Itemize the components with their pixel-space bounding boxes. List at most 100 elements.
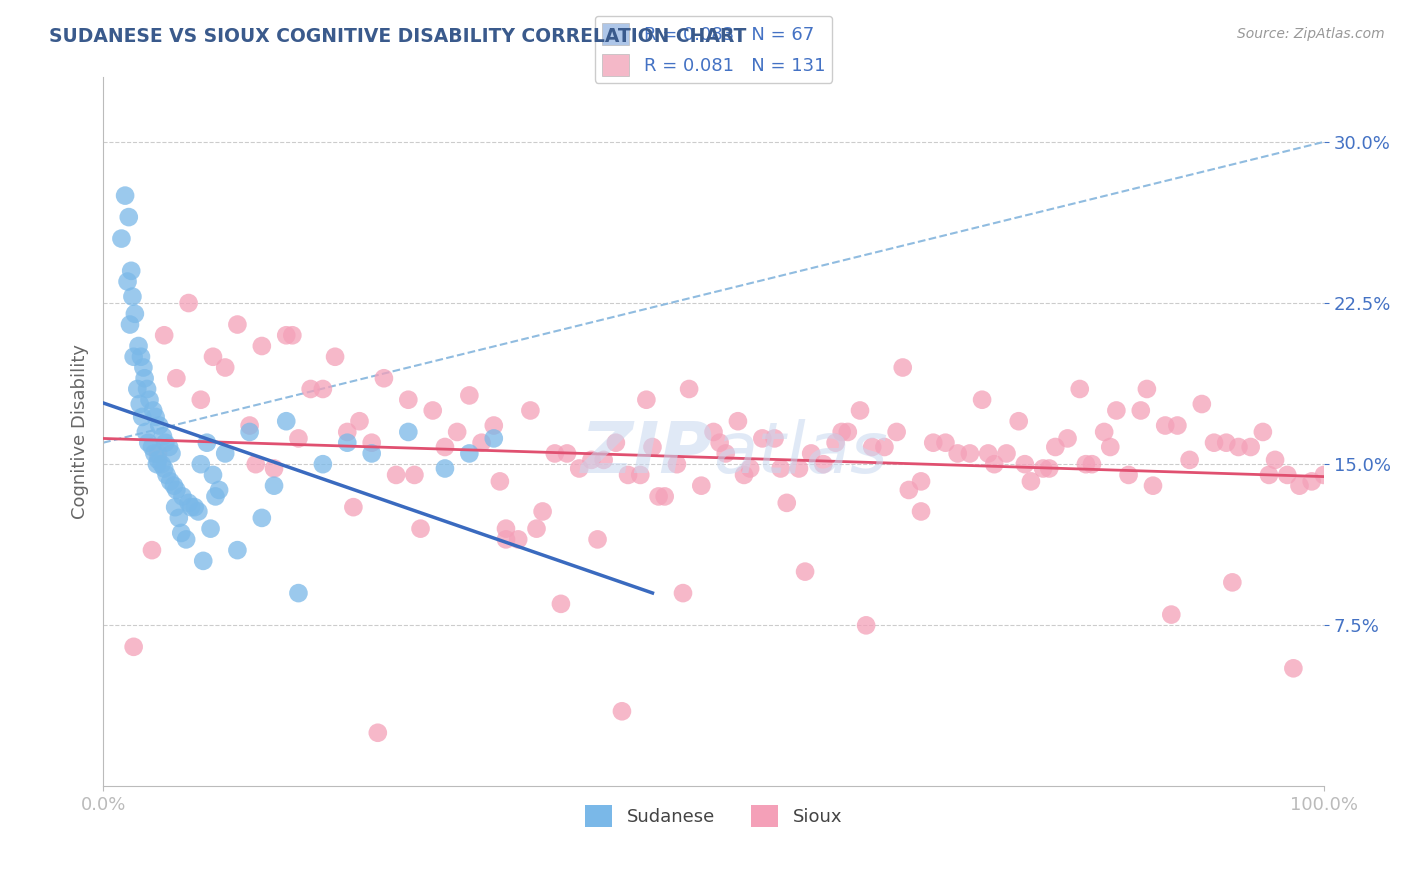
Point xyxy=(117,275,139,289)
Point xyxy=(495,522,517,536)
Point xyxy=(934,435,956,450)
Point xyxy=(263,478,285,492)
Point xyxy=(873,440,896,454)
Point xyxy=(142,403,165,417)
Point xyxy=(128,339,150,353)
Point xyxy=(177,296,200,310)
Point xyxy=(165,500,187,515)
Point xyxy=(886,425,908,439)
Point xyxy=(118,318,141,332)
Point xyxy=(946,446,969,460)
Point xyxy=(433,440,456,454)
Point xyxy=(1220,575,1243,590)
Point xyxy=(208,483,231,497)
Point xyxy=(263,461,285,475)
Point xyxy=(1154,418,1177,433)
Point xyxy=(824,435,846,450)
Point xyxy=(157,440,180,454)
Point xyxy=(145,409,167,424)
Point xyxy=(141,543,163,558)
Point xyxy=(1092,425,1115,439)
Point xyxy=(409,522,432,536)
Point xyxy=(114,188,136,202)
Point xyxy=(422,403,444,417)
Y-axis label: Cognitive Disability: Cognitive Disability xyxy=(72,344,89,519)
Point xyxy=(1215,435,1237,450)
Point xyxy=(1178,453,1201,467)
Point xyxy=(959,446,981,460)
Point xyxy=(1142,478,1164,492)
Point xyxy=(709,435,731,450)
Point xyxy=(1251,425,1274,439)
Point xyxy=(160,446,183,460)
Point xyxy=(150,457,173,471)
Point xyxy=(146,457,169,471)
Point xyxy=(628,467,651,482)
Point xyxy=(153,461,176,475)
Point xyxy=(740,461,762,475)
Point xyxy=(897,483,920,497)
Point xyxy=(1019,475,1042,489)
Point xyxy=(482,431,505,445)
Point xyxy=(690,478,713,492)
Point xyxy=(177,496,200,510)
Point xyxy=(1166,418,1188,433)
Point xyxy=(1045,440,1067,454)
Point xyxy=(665,457,688,471)
Point xyxy=(132,360,155,375)
Point xyxy=(1202,435,1225,450)
Point xyxy=(1038,461,1060,475)
Point xyxy=(544,446,567,460)
Point xyxy=(977,446,1000,460)
Point xyxy=(733,467,755,482)
Point xyxy=(201,467,224,482)
Point xyxy=(860,440,883,454)
Point xyxy=(239,418,262,433)
Point xyxy=(152,429,174,443)
Point xyxy=(148,418,170,433)
Point xyxy=(995,446,1018,460)
Point xyxy=(226,318,249,332)
Point xyxy=(526,522,548,536)
Point xyxy=(276,414,298,428)
Point xyxy=(174,533,197,547)
Point xyxy=(187,504,209,518)
Point xyxy=(787,461,810,475)
Point xyxy=(155,435,177,450)
Point xyxy=(195,435,218,450)
Point xyxy=(800,446,823,460)
Point xyxy=(702,425,724,439)
Point xyxy=(970,392,993,407)
Point xyxy=(1313,467,1336,482)
Point xyxy=(385,467,408,482)
Point xyxy=(136,435,159,450)
Point xyxy=(610,704,633,718)
Point xyxy=(336,435,359,450)
Point xyxy=(165,483,187,497)
Point xyxy=(1105,403,1128,417)
Point xyxy=(983,457,1005,471)
Point xyxy=(299,382,322,396)
Point xyxy=(714,446,737,460)
Point xyxy=(214,446,236,460)
Point xyxy=(433,461,456,475)
Point xyxy=(586,533,609,547)
Point xyxy=(482,418,505,433)
Point xyxy=(134,371,156,385)
Point xyxy=(122,350,145,364)
Point xyxy=(146,453,169,467)
Point xyxy=(769,461,792,475)
Point xyxy=(1258,467,1281,482)
Point xyxy=(1032,461,1054,475)
Point xyxy=(287,431,309,445)
Point xyxy=(193,554,215,568)
Point xyxy=(323,350,346,364)
Point xyxy=(281,328,304,343)
Point xyxy=(727,414,749,428)
Point xyxy=(155,467,177,482)
Point xyxy=(172,490,194,504)
Point xyxy=(922,435,945,450)
Point xyxy=(170,525,193,540)
Point xyxy=(204,490,226,504)
Point xyxy=(138,392,160,407)
